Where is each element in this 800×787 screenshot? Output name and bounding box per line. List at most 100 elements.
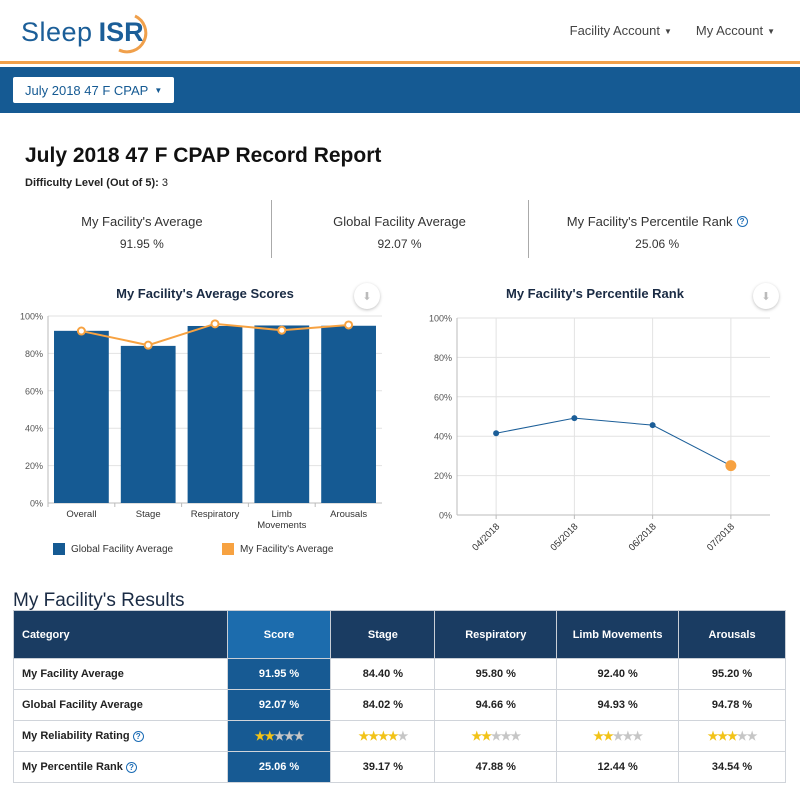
x-tick-label: Stage <box>136 509 161 520</box>
table-cell: 91.95 % <box>226 658 332 690</box>
y-tick-label: 0% <box>30 499 43 509</box>
y-tick-label: 40% <box>25 424 43 434</box>
percentile-rank-chart-title: My Facility's Percentile Rank <box>506 286 684 301</box>
line-point <box>277 325 287 335</box>
row-label: My Percentile Rank ? <box>13 751 228 783</box>
star-filled-icon: ★ <box>378 729 389 743</box>
star-rating: ★★★★★ <box>226 720 332 752</box>
star-empty-icon: ★ <box>622 729 634 743</box>
x-tick-label: 07/2018 <box>705 521 737 553</box>
column-header: Category <box>13 610 228 659</box>
star-filled-icon: ★ <box>717 729 728 743</box>
star-empty-icon: ★ <box>612 729 624 743</box>
table-cell: 94.78 % <box>678 689 786 721</box>
caret-down-icon: ▼ <box>767 27 775 37</box>
caret-down-icon: ▼ <box>154 85 163 95</box>
line-point <box>143 340 153 350</box>
help-icon[interactable]: ? <box>132 731 144 742</box>
legend-my-facility-average[interactable]: My Facility's Average <box>222 543 333 555</box>
stat-global-facility-average: Global Facility Average 92.07 % <box>270 198 529 260</box>
star-empty-icon: ★ <box>490 729 502 743</box>
row-label: Global Facility Average <box>13 689 228 721</box>
difficulty-value: 3 <box>161 177 169 189</box>
top-navbar: Sleep ISR Facility Account ▼ My Account ▼ <box>0 0 800 64</box>
table-row: My Percentile Rank ? 25.06 % 39.17 % 47.… <box>13 751 786 783</box>
y-tick-label: 80% <box>434 353 452 363</box>
percentile-rank-chart: 0% 20% 40% 60% 80% 100% 04/2018 05/2018 06/2018 0… <box>429 314 770 553</box>
difficulty-level: Difficulty Level (Out of 5): 3 <box>25 177 168 189</box>
stat-label: My Facility's Percentile Rank <box>566 214 733 229</box>
stat-my-facility-average: My Facility's Average 91.95 % <box>13 198 271 260</box>
table-cell: 94.93 % <box>556 689 680 721</box>
x-tick-label: Overall <box>66 509 96 520</box>
star-rating: ★★★★★ <box>434 720 558 752</box>
x-tick-label: Arousals <box>330 509 367 520</box>
column-header: Limb Movements <box>556 610 680 659</box>
help-icon[interactable]: ? <box>736 216 748 227</box>
y-tick-label: 20% <box>434 471 452 481</box>
column-header: Respiratory <box>434 610 558 659</box>
line-point <box>649 422 656 429</box>
line-point <box>344 320 354 330</box>
star-empty-icon: ★ <box>510 729 521 743</box>
table-cell: 25.06 % <box>226 751 332 783</box>
bar-overall <box>54 330 109 503</box>
facility-account-menu[interactable]: Facility Account ▼ <box>570 23 672 38</box>
logo-isr-text: ISR <box>98 16 144 47</box>
sleepisr-logo[interactable]: Sleep ISR <box>21 14 148 54</box>
table-cell: 95.20 % <box>678 658 786 690</box>
star-empty-icon: ★ <box>397 729 409 743</box>
download-icon[interactable]: ⬇ <box>753 283 779 309</box>
line-point <box>210 319 220 329</box>
table-cell: 39.17 % <box>330 751 436 783</box>
column-header: Stage <box>330 610 436 659</box>
logo-sleep-text: Sleep <box>21 16 93 47</box>
star-empty-icon: ★ <box>274 729 285 743</box>
stat-label: My Facility's Average <box>81 214 203 229</box>
column-header: Score <box>226 610 332 659</box>
difficulty-label: Difficulty Level (Out of 5): <box>25 177 159 189</box>
star-rating: ★★★★★ <box>678 720 786 752</box>
record-select-label: July 2018 47 F CPAP <box>25 82 149 98</box>
x-tick-label: Respiratory <box>191 509 240 520</box>
my-account-menu[interactable]: My Account ▼ <box>696 23 775 38</box>
my-account-label: My Account <box>695 23 764 38</box>
y-tick-label: 0% <box>439 511 452 521</box>
star-rating: ★★★★★ <box>330 720 436 752</box>
logo-arc-icon <box>118 14 148 54</box>
stat-value: 92.07 % <box>377 237 422 251</box>
bar-stage <box>120 345 176 503</box>
table-cell: 12.44 % <box>556 751 680 783</box>
star-filled-icon: ★ <box>707 729 719 743</box>
y-tick-label: 20% <box>25 461 43 471</box>
x-tick-label: Limb <box>272 509 293 520</box>
legend-label: My Facility's Average <box>240 543 334 555</box>
star-filled-icon: ★ <box>602 729 614 743</box>
download-icon[interactable]: ⬇ <box>354 283 380 309</box>
help-icon[interactable]: ? <box>125 762 137 773</box>
legend-swatch <box>53 543 65 555</box>
legend-swatch <box>222 543 234 555</box>
y-tick-label: 100% <box>20 312 43 322</box>
star-filled-icon: ★ <box>593 729 604 743</box>
series-line-percentile-rank <box>496 417 732 467</box>
table-cell: 84.40 % <box>330 658 436 690</box>
table-cell: 92.07 % <box>226 689 332 721</box>
star-filled-icon: ★ <box>368 729 379 743</box>
record-select-dropdown[interactable]: July 2018 47 F CPAP ▼ <box>13 77 175 103</box>
star-rating-icons: ★★★★★ <box>358 729 409 743</box>
star-filled-icon: ★ <box>481 729 492 743</box>
average-scores-chart-title: My Facility's Average Scores <box>116 286 294 301</box>
legend-global-facility-average[interactable]: Global Facility Average <box>53 543 173 555</box>
stat-value: 25.06 % <box>635 237 680 251</box>
bar-limb-movements <box>254 325 310 503</box>
line-point <box>493 430 500 437</box>
table-cell: 95.80 % <box>434 658 558 690</box>
star-empty-icon: ★ <box>736 729 748 743</box>
star-rating-icons: ★★★★★ <box>471 729 521 743</box>
table-cell: 84.02 % <box>330 689 436 721</box>
record-toolbar: July 2018 47 F CPAP ▼ <box>0 67 800 113</box>
star-filled-icon: ★ <box>387 729 399 743</box>
page-title: July 2018 47 F CPAP Record Report <box>25 144 382 167</box>
summary-stats: My Facility's Average 91.95 % Global Fac… <box>13 198 786 260</box>
